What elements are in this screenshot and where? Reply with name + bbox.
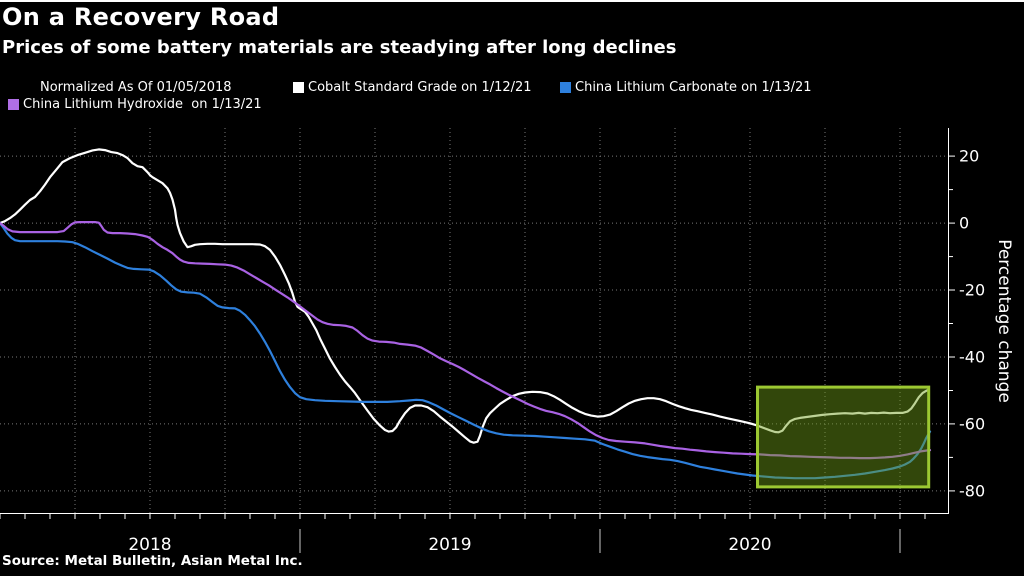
legend-item-label: China Lithium Carbonate on 1/13/21 bbox=[575, 79, 812, 95]
hydroxide-swatch-icon bbox=[8, 98, 19, 110]
year-label-2018: 2018 bbox=[128, 535, 171, 555]
year-label-2019: 2019 bbox=[428, 535, 471, 555]
year-label-2020: 2020 bbox=[728, 535, 771, 555]
y-tick-label: -80 bbox=[959, 481, 985, 500]
carbonate-swatch-icon bbox=[560, 81, 571, 93]
legend-note-label: Normalized As Of 01/05/2018 bbox=[40, 79, 232, 95]
series-hydroxide bbox=[0, 221, 932, 460]
x-year-labels: 2018 2019 2020 bbox=[128, 535, 771, 555]
legend-item-carbonate: China Lithium Carbonate on 1/13/21 bbox=[560, 79, 812, 95]
y-tick-label: 20 bbox=[959, 147, 979, 166]
y-tick-label: -40 bbox=[959, 348, 985, 367]
legend-item-cobalt: Cobalt Standard Grade on 1/12/21 bbox=[293, 79, 532, 95]
legend-item-label: Cobalt Standard Grade on 1/12/21 bbox=[308, 79, 532, 95]
y-tick-label: -20 bbox=[959, 281, 985, 300]
axes bbox=[0, 128, 955, 553]
page-subtitle: Prices of some battery materials are ste… bbox=[2, 37, 677, 58]
highlight-box bbox=[756, 385, 931, 489]
page-title: On a Recovery Road bbox=[2, 3, 280, 31]
source-text: Source: Metal Bulletin, Asian Metal Inc. bbox=[2, 553, 303, 569]
legend-item-label: China Lithium Hydroxide on 1/13/21 bbox=[23, 96, 262, 112]
series-cobalt bbox=[0, 148, 930, 444]
gridlines bbox=[0, 128, 948, 513]
legend-note-normalized: Normalized As Of 01/05/2018 bbox=[40, 79, 232, 95]
y-tick-label: -60 bbox=[959, 414, 985, 433]
legend-item-hydroxide: China Lithium Hydroxide on 1/13/21 bbox=[8, 96, 262, 112]
cobalt-swatch-icon bbox=[293, 81, 304, 93]
y-tick-label: 0 bbox=[959, 214, 969, 233]
top-border-line bbox=[0, 0, 1024, 2]
series-carbonate bbox=[0, 222, 932, 480]
y-axis-label: Percentage change bbox=[994, 239, 1014, 403]
y-tick-labels: 20 0 -20 -40 -60 -80 bbox=[959, 147, 985, 501]
